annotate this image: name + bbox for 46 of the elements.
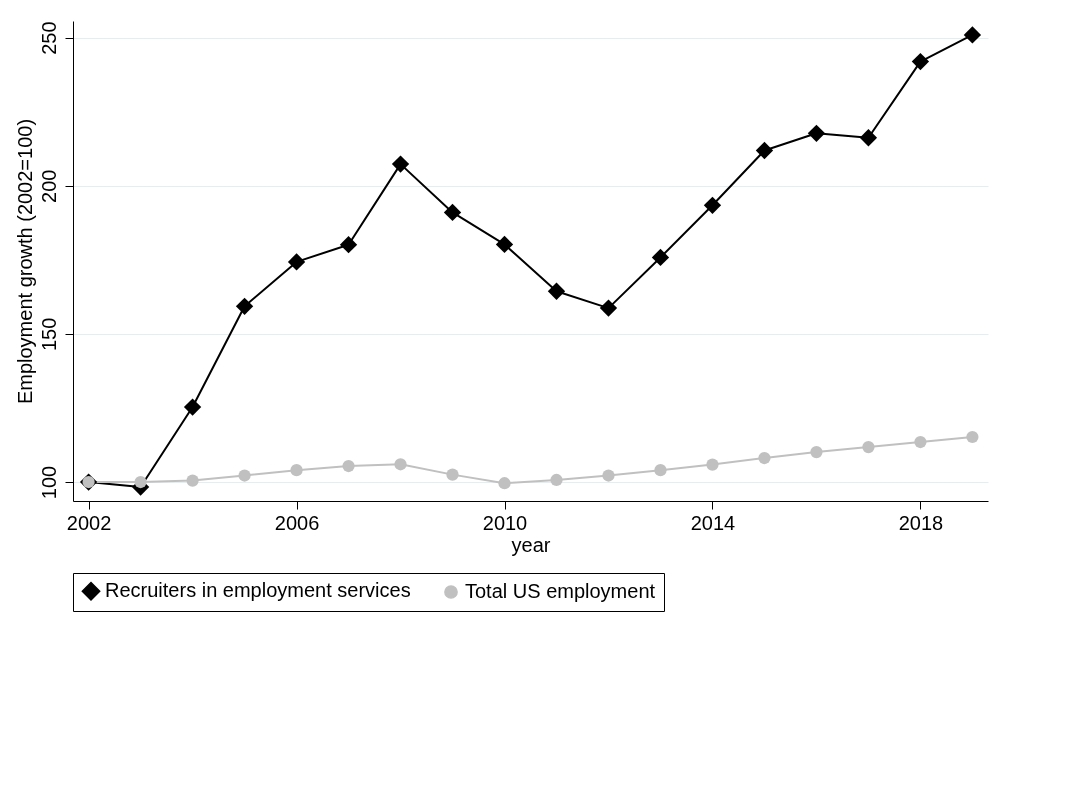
point [443, 203, 462, 222]
point [446, 468, 459, 481]
point [914, 435, 927, 449]
point [599, 299, 618, 317]
x-tick-label: 2002 [66, 511, 112, 534]
point [807, 124, 826, 142]
point [758, 451, 771, 465]
point [495, 235, 514, 254]
x-axis-title: year [511, 533, 551, 556]
point [290, 464, 303, 477]
point [966, 430, 979, 444]
point [810, 446, 823, 459]
point [550, 473, 563, 487]
point [654, 464, 667, 477]
point [911, 52, 930, 71]
point [287, 253, 306, 271]
y-tick-label: 250 [37, 21, 60, 55]
legend-label: Total US employment [465, 580, 656, 602]
x-tick-label: 2010 [482, 511, 528, 534]
y-tick-label: 100 [37, 465, 60, 500]
y-axis-title: Employment growth (2002=100) [13, 118, 36, 405]
point [862, 440, 875, 454]
point [235, 297, 254, 315]
point [183, 398, 202, 416]
legend-label: Recruiters in employment services [105, 579, 411, 602]
point [134, 475, 147, 489]
point [703, 196, 722, 214]
point [339, 236, 358, 254]
point [859, 129, 878, 147]
y-tick-label: 200 [37, 169, 60, 203]
point [186, 474, 199, 487]
point [394, 458, 407, 471]
point [755, 141, 774, 160]
point [498, 477, 511, 490]
point [602, 469, 615, 482]
x-tick-label: 2018 [898, 511, 944, 534]
x-tick-label: 2006 [274, 511, 320, 534]
point [651, 248, 670, 267]
x-tick-label: 2014 [690, 511, 736, 534]
point [238, 469, 251, 482]
point [342, 459, 355, 473]
point [391, 155, 410, 173]
y-tick-label: 150 [37, 317, 60, 352]
point [706, 458, 719, 471]
point [963, 26, 982, 44]
point [547, 282, 566, 300]
